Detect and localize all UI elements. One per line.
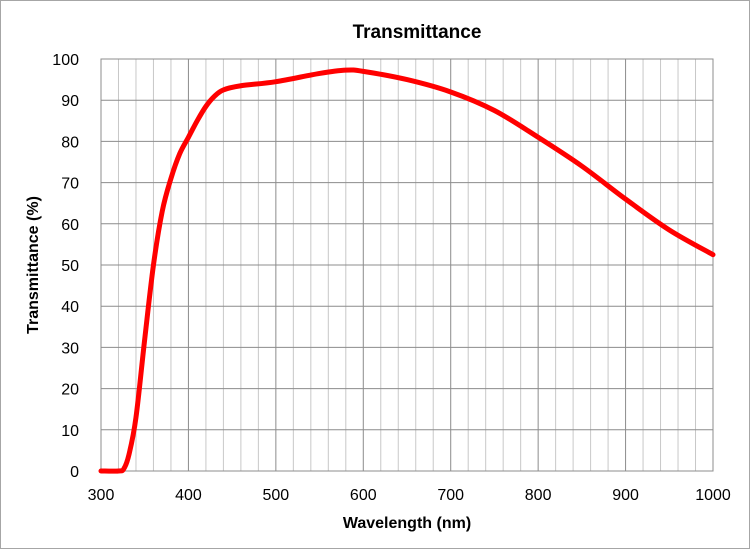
- y-tick-label: 80: [61, 134, 79, 151]
- axes: 0 10 20 30 40 50 60 70 80 90 100 300 400 500 600 700 800…: [52, 52, 731, 504]
- chart-title: Transmittance: [353, 22, 482, 43]
- y-axis-label: Transmittance (%): [25, 196, 42, 334]
- y-tick-label: 70: [61, 176, 79, 193]
- plot-border: [100, 58, 714, 472]
- x-tick-label: 300: [88, 487, 115, 504]
- x-tick-label: 800: [525, 487, 552, 504]
- x-tick-label: 400: [175, 487, 202, 504]
- x-tick-label: 1000: [695, 487, 731, 504]
- x-axis-label: Wavelength (nm): [343, 515, 471, 532]
- y-tick-label: 50: [61, 258, 79, 275]
- y-tick-label: 60: [61, 217, 79, 234]
- y-tick-label: 90: [61, 93, 79, 110]
- x-tick-label: 700: [437, 487, 464, 504]
- y-tick-label: 100: [52, 52, 79, 69]
- y-tick-label: 20: [61, 382, 79, 399]
- y-tick-label: 40: [61, 299, 79, 316]
- y-tick-label: 30: [61, 340, 79, 357]
- grid: [100, 58, 714, 472]
- x-tick-label: 600: [350, 487, 377, 504]
- y-tick-label: 0: [70, 464, 79, 481]
- x-tick-label: 900: [612, 487, 639, 504]
- x-tick-label: 500: [263, 487, 290, 504]
- y-tick-label: 10: [61, 423, 79, 440]
- series-line: [98, 67, 716, 474]
